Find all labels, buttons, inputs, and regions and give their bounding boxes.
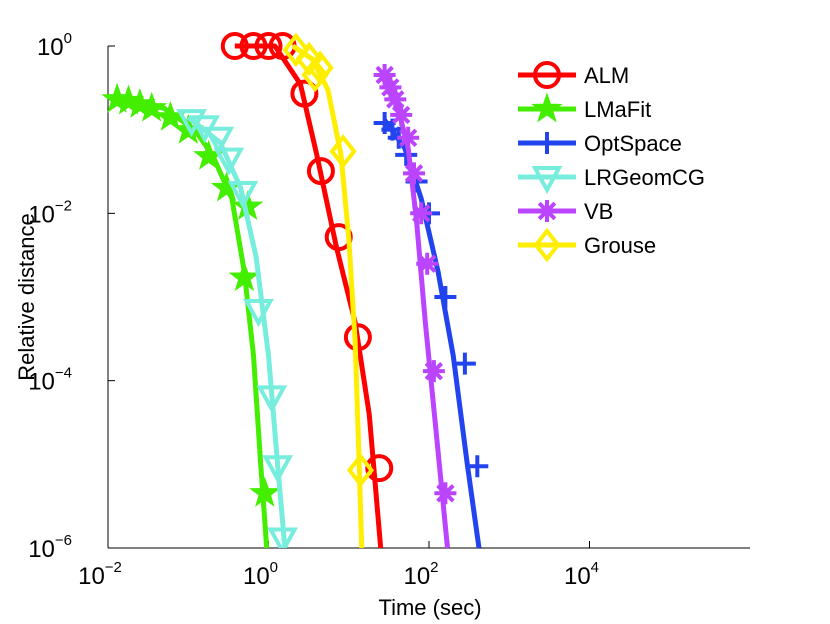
legend-marker bbox=[533, 61, 561, 89]
series-lmafit bbox=[101, 82, 281, 548]
series-line-vb bbox=[384, 74, 450, 548]
data-point-alm bbox=[254, 32, 283, 60]
legend-label: VB bbox=[584, 199, 613, 224]
data-point-vb bbox=[384, 88, 407, 111]
legend-item-lmafit: LMaFit bbox=[518, 92, 651, 123]
legend-marker bbox=[536, 132, 558, 154]
data-point-grouse bbox=[301, 57, 329, 93]
data-point-lmafit bbox=[249, 476, 281, 507]
series-line-lrgeomcg bbox=[186, 115, 288, 548]
legend-marker bbox=[536, 200, 558, 222]
data-point-vb bbox=[416, 252, 439, 275]
data-point-alm bbox=[239, 32, 268, 60]
x-tick-label: 100 bbox=[243, 559, 278, 590]
y-axis-title: Relative distance bbox=[14, 213, 39, 381]
legend-item-grouse: Grouse bbox=[518, 227, 656, 263]
data-point-lrgeomcg bbox=[227, 180, 259, 210]
legend: ALM LMaFit OptSpace LRGeomCG VB Grouse bbox=[518, 61, 705, 263]
data-point-lrgeomcg bbox=[256, 385, 288, 414]
series-grouse bbox=[282, 32, 375, 548]
x-tick-label: 10−2 bbox=[78, 559, 122, 590]
data-point-lrgeomcg bbox=[203, 126, 235, 155]
y-tick-label: 100 bbox=[37, 30, 72, 61]
data-point-alm bbox=[220, 32, 249, 60]
legend-item-lrgeomcg: LRGeomCG bbox=[518, 165, 705, 195]
data-point-optspace bbox=[434, 286, 457, 308]
legend-marker bbox=[533, 227, 561, 263]
data-point-alm bbox=[343, 323, 372, 352]
data-point-grouse bbox=[346, 453, 375, 488]
legend-marker bbox=[531, 92, 563, 123]
legend-item-alm: ALM bbox=[518, 61, 629, 89]
series-vb bbox=[373, 64, 457, 548]
series-layer bbox=[101, 32, 489, 548]
data-point-alm bbox=[290, 79, 319, 108]
data-point-vb bbox=[422, 360, 445, 383]
data-point-alm bbox=[306, 157, 335, 186]
legend-label: ALM bbox=[584, 63, 629, 88]
data-point-vb bbox=[397, 126, 420, 149]
data-point-vb bbox=[373, 64, 396, 86]
y-tick-label: 10−6 bbox=[28, 532, 72, 563]
data-point-lrgeomcg bbox=[267, 527, 299, 548]
legend-marker bbox=[531, 166, 563, 195]
y-tick-label: 10−2 bbox=[28, 197, 72, 228]
data-point-optspace bbox=[466, 455, 489, 478]
series-line-optspace bbox=[382, 118, 482, 548]
data-point-lmafit bbox=[135, 91, 168, 122]
data-point-grouse bbox=[295, 41, 323, 77]
data-point-vb bbox=[403, 162, 425, 185]
legend-item-vb: VB bbox=[518, 199, 613, 224]
data-point-lmafit bbox=[228, 261, 261, 292]
data-point-lrgeomcg bbox=[213, 147, 245, 176]
data-point-vb bbox=[410, 202, 433, 225]
data-point-vb bbox=[379, 76, 402, 99]
legend-label: Grouse bbox=[584, 233, 656, 258]
data-point-lrgeomcg bbox=[243, 298, 274, 328]
axes: 10−2 100 102 104 100 10−2 10−4 10−6 bbox=[28, 30, 750, 590]
data-point-grouse bbox=[282, 32, 310, 68]
x-tick-label: 104 bbox=[564, 559, 599, 590]
data-point-grouse bbox=[329, 134, 357, 169]
data-point-alm bbox=[365, 454, 394, 483]
data-point-optspace bbox=[453, 352, 476, 375]
series-optspace bbox=[373, 112, 489, 548]
x-tick-label: 102 bbox=[403, 559, 438, 590]
legend-label: LMaFit bbox=[584, 97, 651, 122]
data-point-lrgeomcg bbox=[262, 455, 294, 484]
x-axis-title: Time (sec) bbox=[378, 595, 481, 620]
legend-label: LRGeomCG bbox=[584, 165, 705, 190]
legend-item-optspace: OptSpace bbox=[518, 131, 682, 156]
series-line-lmafit bbox=[107, 93, 270, 548]
data-point-vb bbox=[434, 482, 457, 505]
y-tick-label: 10−4 bbox=[28, 365, 72, 396]
legend-label: OptSpace bbox=[584, 131, 682, 156]
series-lrgeomcg bbox=[176, 109, 299, 548]
data-point-vb bbox=[390, 103, 413, 126]
